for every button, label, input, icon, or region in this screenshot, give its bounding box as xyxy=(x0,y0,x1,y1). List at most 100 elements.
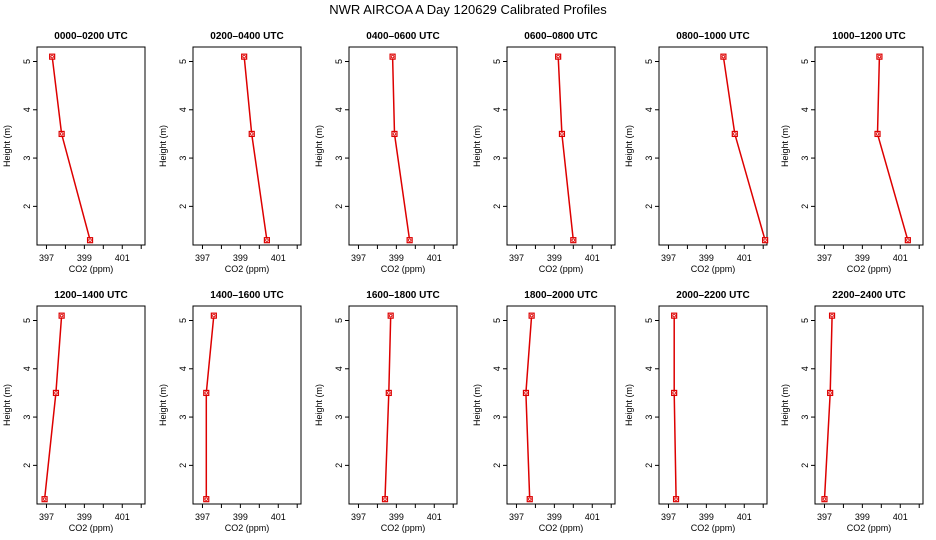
x-tick-label: 399 xyxy=(699,512,714,522)
y-tick-label: 2 xyxy=(492,204,502,209)
profile-line xyxy=(243,56,268,241)
plot-frame xyxy=(348,305,458,505)
data-point-marker xyxy=(204,497,208,501)
y-axis-label: Height (m) xyxy=(780,384,790,426)
y-tick-label: 4 xyxy=(22,366,32,371)
profile-line xyxy=(391,56,411,241)
data-point xyxy=(528,312,535,319)
panel-title: 0600–0800 UTC xyxy=(524,31,597,42)
y-tick-label: 4 xyxy=(492,107,502,112)
plot-frame xyxy=(814,305,924,505)
y-tick-label: 5 xyxy=(800,59,810,64)
data-point-marker xyxy=(571,238,576,242)
x-tick-label: 397 xyxy=(351,512,366,522)
panel-title: 2000–2200 UTC xyxy=(676,290,749,301)
data-point-marker xyxy=(88,238,92,242)
y-tick-label: 4 xyxy=(178,107,188,112)
y-axis-label: Height (m) xyxy=(158,125,168,167)
data-point-marker xyxy=(672,313,676,318)
x-axis-label: CO2 (ppm) xyxy=(69,523,114,533)
x-tick-label: 397 xyxy=(39,253,54,263)
chart-panel-12: 2200–2400 UTC 397 399 401 2 3 4 5 CO2 (ppm) Heigh… xyxy=(780,290,924,533)
page-title: NWR AIRCOA A Day 120629 Calibrated Profi… xyxy=(329,2,607,17)
data-point-marker xyxy=(390,54,395,59)
plot-frame xyxy=(506,305,616,505)
y-tick-label: 3 xyxy=(22,415,32,420)
data-point xyxy=(49,53,56,60)
y-tick-label: 3 xyxy=(178,415,188,420)
y-tick-label: 4 xyxy=(22,107,32,112)
x-tick-label: 401 xyxy=(115,512,130,522)
x-tick-label: 399 xyxy=(547,512,562,522)
profile-line xyxy=(43,315,63,500)
x-tick-label: 399 xyxy=(77,253,92,263)
x-axis-label: CO2 (ppm) xyxy=(69,264,114,274)
chart-panel-2: 0200–0400 UTC 397 399 401 2 3 4 5 CO2 (ppm) Heigh… xyxy=(158,31,302,274)
data-point-marker xyxy=(50,54,54,59)
chart-panel-5: 0800–1000 UTC 397 399 401 2 3 4 5 CO2 (ppm) Heigh… xyxy=(624,31,769,274)
plot-frame xyxy=(192,305,302,505)
data-point xyxy=(391,130,398,138)
y-tick-label: 2 xyxy=(644,204,654,209)
data-point-marker xyxy=(42,497,47,501)
data-point-marker xyxy=(721,54,726,59)
profile-line xyxy=(525,315,533,500)
data-point xyxy=(526,496,533,503)
x-tick-label: 401 xyxy=(737,512,752,522)
chart-panel-4: 0600–0800 UTC 397 399 401 2 3 4 5 CO2 (ppm) Heigh… xyxy=(472,31,616,274)
data-point xyxy=(558,130,566,138)
profile-line xyxy=(51,56,91,241)
x-tick-label: 401 xyxy=(737,253,752,263)
y-tick-label: 2 xyxy=(178,463,188,468)
data-point-marker xyxy=(250,132,254,136)
data-point xyxy=(241,53,248,60)
y-axis-label: Height (m) xyxy=(158,384,168,426)
y-tick-label: 3 xyxy=(644,415,654,420)
data-point xyxy=(58,130,65,138)
data-point xyxy=(406,237,413,244)
profile-line xyxy=(384,315,392,500)
data-point-marker xyxy=(877,54,882,59)
chart-panel-3: 0400–0600 UTC 397 399 401 2 3 4 5 CO2 (ppm) Heigh… xyxy=(314,31,458,274)
panel-title: 1200–1400 UTC xyxy=(54,290,127,301)
y-tick-label: 2 xyxy=(492,463,502,468)
y-tick-label: 2 xyxy=(22,463,32,468)
panel-title: 0400–0600 UTC xyxy=(366,31,439,42)
chart-panel-6: 1000–1200 UTC 397 399 401 2 3 4 5 CO2 (ppm) Heigh… xyxy=(780,31,924,274)
panel-title: 1600–1800 UTC xyxy=(366,290,439,301)
y-tick-label: 5 xyxy=(334,59,344,64)
data-point-marker xyxy=(383,497,387,501)
data-point-marker xyxy=(59,313,64,318)
y-tick-label: 2 xyxy=(800,463,810,468)
data-point-marker xyxy=(906,238,910,242)
x-tick-label: 397 xyxy=(195,512,210,522)
y-axis-label: Height (m) xyxy=(314,125,324,167)
y-tick-label: 5 xyxy=(22,318,32,323)
panel-title: 0200–0400 UTC xyxy=(210,31,283,42)
x-tick-label: 399 xyxy=(699,253,714,263)
x-axis-label: CO2 (ppm) xyxy=(539,523,584,533)
y-axis-label: Height (m) xyxy=(472,384,482,426)
data-point xyxy=(874,130,881,138)
x-tick-label: 401 xyxy=(585,512,600,522)
y-tick-label: 3 xyxy=(644,156,654,161)
data-point xyxy=(904,237,911,244)
profile-line xyxy=(823,315,833,500)
y-tick-label: 3 xyxy=(178,156,188,161)
data-point-marker xyxy=(54,391,58,395)
data-point-marker xyxy=(763,238,767,242)
y-tick-label: 4 xyxy=(800,107,810,112)
panel-title: 0800–1000 UTC xyxy=(676,31,749,42)
data-point xyxy=(203,389,210,397)
x-axis-label: CO2 (ppm) xyxy=(539,264,584,274)
data-point xyxy=(58,312,65,319)
y-axis-label: Height (m) xyxy=(2,125,12,167)
x-tick-label: 397 xyxy=(661,512,676,522)
y-tick-label: 3 xyxy=(334,156,344,161)
plot-frame xyxy=(506,46,616,246)
x-axis-label: CO2 (ppm) xyxy=(847,264,892,274)
chart-panel-8: 1400–1600 UTC 397 399 401 2 3 4 5 CO2 (ppm) Heigh… xyxy=(158,290,302,533)
data-point xyxy=(570,237,577,244)
x-tick-label: 397 xyxy=(351,253,366,263)
chart-panel-11: 2000–2200 UTC 397 399 401 2 3 4 5 CO2 (ppm) Heigh… xyxy=(624,290,768,533)
